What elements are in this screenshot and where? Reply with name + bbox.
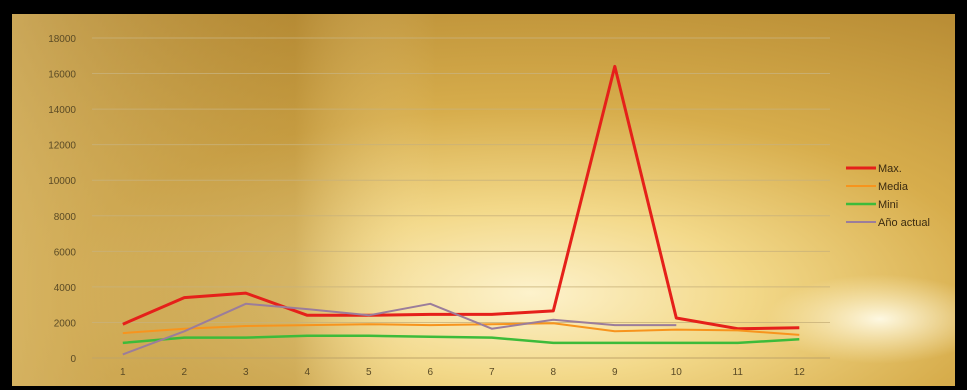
y-axis-ticks: 0 2000 4000 6000 8000 10000 12000 14000 16000 180… [48, 34, 76, 365]
x-tick-label: 1 [120, 367, 126, 378]
y-tick-label: 14000 [48, 105, 76, 116]
series-line-3 [122, 302, 677, 356]
series-lines [122, 64, 800, 356]
y-tick-label: 10000 [48, 176, 76, 187]
legend-label: Mini [878, 199, 898, 211]
x-tick-label: 12 [794, 367, 806, 378]
x-tick-label: 10 [671, 367, 683, 378]
y-tick-label: 8000 [54, 212, 77, 223]
series-line-0 [122, 64, 800, 331]
y-tick-label: 0 [70, 354, 76, 365]
legend: Max. Media Mini Año actual [846, 163, 930, 229]
x-tick-label: 8 [550, 367, 556, 378]
y-tick-label: 4000 [54, 283, 77, 294]
y-tick-label: 2000 [54, 318, 77, 329]
series-line-1 [122, 322, 800, 336]
y-tick-label: 6000 [54, 247, 77, 258]
y-tick-label: 12000 [48, 141, 76, 152]
y-tick-label: 18000 [48, 34, 76, 45]
legend-label: Año actual [878, 217, 930, 229]
gridlines [92, 37, 830, 359]
x-tick-label: 4 [304, 367, 310, 378]
series-line-2 [122, 334, 800, 345]
x-tick-label: 6 [427, 367, 433, 378]
x-tick-label: 2 [181, 367, 187, 378]
x-axis-ticks: 1 2 3 4 5 6 7 8 9 10 11 12 [120, 367, 805, 378]
legend-label: Max. [878, 163, 902, 175]
x-tick-label: 11 [733, 367, 744, 378]
x-tick-label: 5 [366, 367, 372, 378]
x-tick-label: 3 [243, 367, 249, 378]
legend-label: Media [878, 181, 909, 193]
x-tick-label: 7 [489, 367, 495, 378]
x-tick-label: 9 [612, 367, 618, 378]
y-tick-label: 16000 [48, 70, 76, 81]
